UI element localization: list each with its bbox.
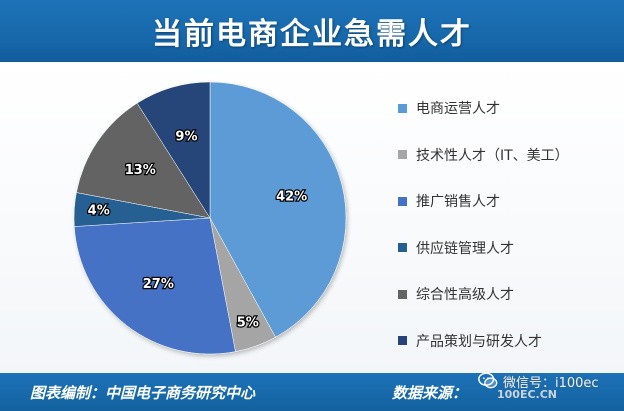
pie-labels: 42% 5% 27% 4% 13% 9% — [86, 128, 308, 331]
legend-swatch-5 — [398, 336, 407, 346]
legend-label-5: 产品策划与研发人才 — [416, 333, 542, 350]
pie-slice-4 — [76, 102, 211, 219]
legend-swatch-2 — [398, 196, 407, 206]
pie-slice-5 — [136, 81, 211, 219]
legend-swatch-1 — [398, 150, 407, 160]
pie-slice-label-2: 27% — [143, 277, 174, 292]
footer-bar: 图表编制：中国电子商务研究中心 数据来源： — [0, 373, 624, 411]
legend-label-1: 技术性人才（IT、美工） — [416, 147, 569, 164]
watermark-subtext: 100EC.CN — [497, 388, 558, 401]
legend-label-2: 推广销售人才 — [416, 194, 500, 211]
pie-slice-0 — [209, 81, 347, 338]
legend-swatch-4 — [398, 289, 407, 299]
wechat-icon — [478, 372, 498, 389]
legend-item-1: 技术性人才（IT、美工） — [398, 144, 618, 166]
pie-slice-label-0: 42% — [276, 190, 307, 205]
legend-label-4: 综合性高级人才 — [416, 287, 514, 304]
legend-item-4: 综合性高级人才 — [398, 283, 618, 305]
footer-source-right: 数据来源： — [392, 384, 468, 402]
watermark-text: 微信号：i100ec — [503, 375, 599, 391]
legend-item-0: 电商运营人才 — [398, 97, 618, 119]
title-bar: 当前电商企业急需人才 — [0, 0, 624, 62]
legend: 电商运营人才技术性人才（IT、美工） 推广销售人才 供应链管理人才 综合性高级人才产品… — [398, 97, 618, 377]
pie-slice-label-1: 5% — [237, 315, 259, 330]
pie-slice-label-3: 4% — [88, 203, 110, 218]
pie-slices — [73, 81, 347, 355]
legend-swatch-0 — [398, 103, 407, 113]
pie-slice-label-5: 9% — [175, 130, 197, 145]
watermark: 微信号：i100ec — [477, 366, 599, 396]
legend-label-3: 供应链管理人才 — [416, 240, 514, 257]
legend-item-2: 推广销售人才 — [398, 190, 618, 212]
legend-item-5: 产品策划与研发人才 — [398, 330, 618, 352]
legend-swatch-3 — [398, 243, 407, 253]
chart-title: 当前电商企业急需人才 — [152, 17, 472, 52]
legend-label-0: 电商运营人才 — [416, 101, 500, 117]
pie-slice-label-4: 13% — [125, 163, 156, 178]
pie-chart: 42% 5% 27% 4% 13% 9% — [73, 81, 347, 355]
legend-item-3: 供应链管理人才 — [398, 237, 618, 259]
pie-slice-2 — [74, 217, 236, 355]
footer-source-left: 图表编制：中国电子商务研究中心 — [30, 384, 256, 402]
